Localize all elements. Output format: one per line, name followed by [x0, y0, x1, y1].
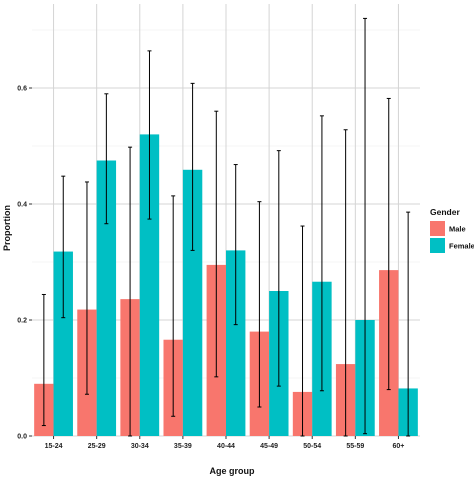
x-axis-title: Age group — [210, 466, 255, 476]
x-tick-label: 60+ — [393, 443, 405, 450]
y-tick-label: 0.4 — [17, 202, 27, 209]
x-tick-label: 40-44 — [217, 443, 235, 450]
y-ticks-layer: 0.0 0.2 0.4 0.6 — [17, 86, 32, 441]
x-tick-label: 45-49 — [260, 443, 278, 450]
x-tick-label: 35-39 — [174, 443, 192, 450]
bar-female-35-39 — [182, 169, 203, 436]
bar-female-15-24 — [53, 251, 73, 436]
y-tick-label: 0.2 — [17, 318, 27, 325]
legend-key-female — [430, 238, 445, 253]
y-tick-label: 0.6 — [17, 86, 27, 93]
x-tick-label: 55-59 — [346, 443, 364, 450]
legend-label-female: Female — [449, 242, 474, 251]
y-tick-label: 0.0 — [17, 434, 27, 441]
y-axis-title: Proportion — [2, 205, 12, 251]
bar-female-25-29 — [96, 160, 117, 436]
legend-title: Gender — [430, 207, 460, 217]
x-ticks-layer: 15-24 25-29 30-34 35-39 40-44 45-49 50-54 55-59… — [45, 436, 405, 450]
bar-female-30-34 — [139, 134, 160, 436]
error-bars-layer — [41, 17, 411, 437]
x-tick-label: 30-34 — [131, 443, 149, 450]
bar-female-40-44 — [226, 250, 246, 436]
legend: Gender Male Female — [430, 207, 474, 253]
x-tick-label: 50-54 — [303, 443, 321, 450]
x-tick-label: 15-24 — [45, 443, 63, 450]
x-tick-label: 25-29 — [88, 443, 106, 450]
legend-key-male — [430, 221, 445, 236]
legend-label-male: Male — [449, 225, 466, 234]
